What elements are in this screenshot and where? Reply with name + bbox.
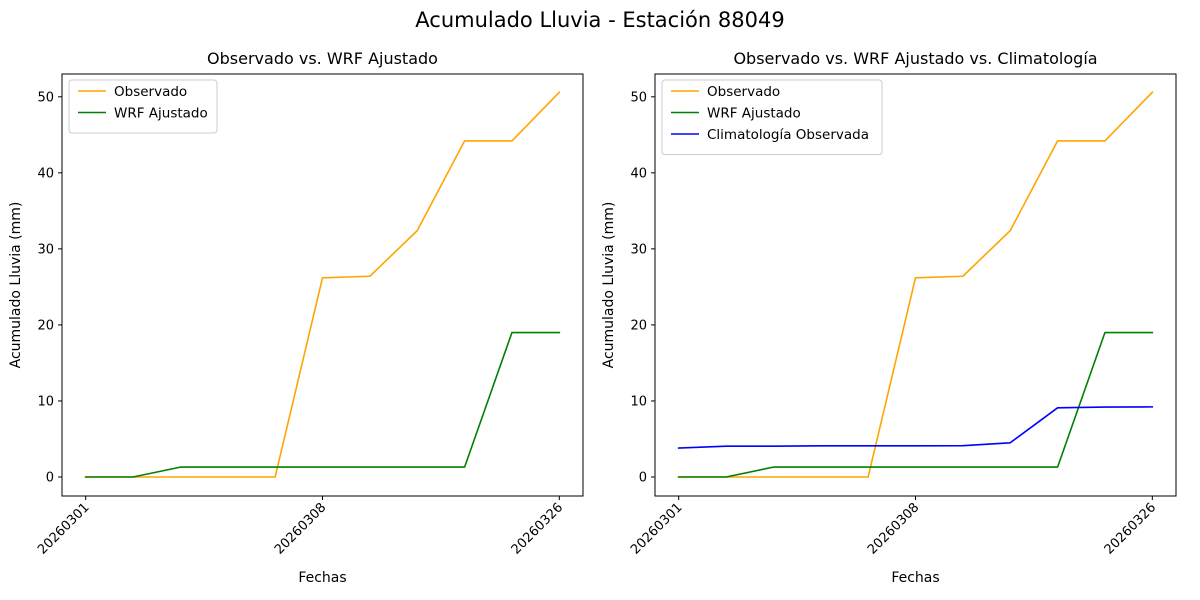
x-axis-label: Fechas [298, 570, 346, 586]
series-line-observado [677, 91, 1154, 478]
legend-label-observado: Observado [707, 84, 780, 100]
legend-label-climatologia-observada: Climatología Observada [707, 127, 869, 143]
series-line-observado [84, 91, 561, 478]
y-tick-label: 0 [46, 470, 54, 485]
y-tick-label: 20 [630, 318, 647, 333]
y-tick-label: 20 [37, 318, 54, 333]
y-tick-label: 50 [630, 90, 647, 105]
y-axis-label: Acumulado Lluvia (mm) [8, 202, 24, 369]
series-line-climatologia-observada [677, 406, 1154, 449]
chart-title: Observado vs. WRF Ajustado [207, 49, 438, 68]
y-tick-label: 30 [37, 242, 54, 257]
y-axis-label: Acumulado Lluvia (mm) [601, 202, 617, 369]
series-line-wrf-ajustado [84, 331, 561, 478]
y-tick-label: 30 [630, 242, 647, 257]
y-tick-label: 10 [37, 394, 54, 409]
legend: Observado WRF Ajustado [68, 79, 218, 134]
legend-label-observado: Observado [114, 84, 187, 100]
legend: Observado WRF Ajustado Climatología Observ… [661, 79, 883, 155]
legend-box [661, 79, 883, 155]
y-tick-label: 10 [630, 394, 647, 409]
legend-label-wrf-ajustado: WRF Ajustado [114, 106, 208, 122]
series-line-wrf-ajustado [677, 331, 1154, 478]
y-tick-label: 50 [37, 90, 54, 105]
y-tick-label: 40 [37, 166, 54, 181]
legend-box [68, 79, 218, 134]
figure-suptitle: Acumulado Lluvia - Estación 88049 [415, 8, 784, 32]
y-tick-label: 0 [639, 470, 647, 485]
y-tick-label: 40 [630, 166, 647, 181]
legend-label-wrf-ajustado: WRF Ajustado [707, 106, 801, 122]
chart-title: Observado vs. WRF Ajustado vs. Climatolo… [733, 49, 1097, 68]
x-axis-label: Fechas [891, 570, 939, 586]
